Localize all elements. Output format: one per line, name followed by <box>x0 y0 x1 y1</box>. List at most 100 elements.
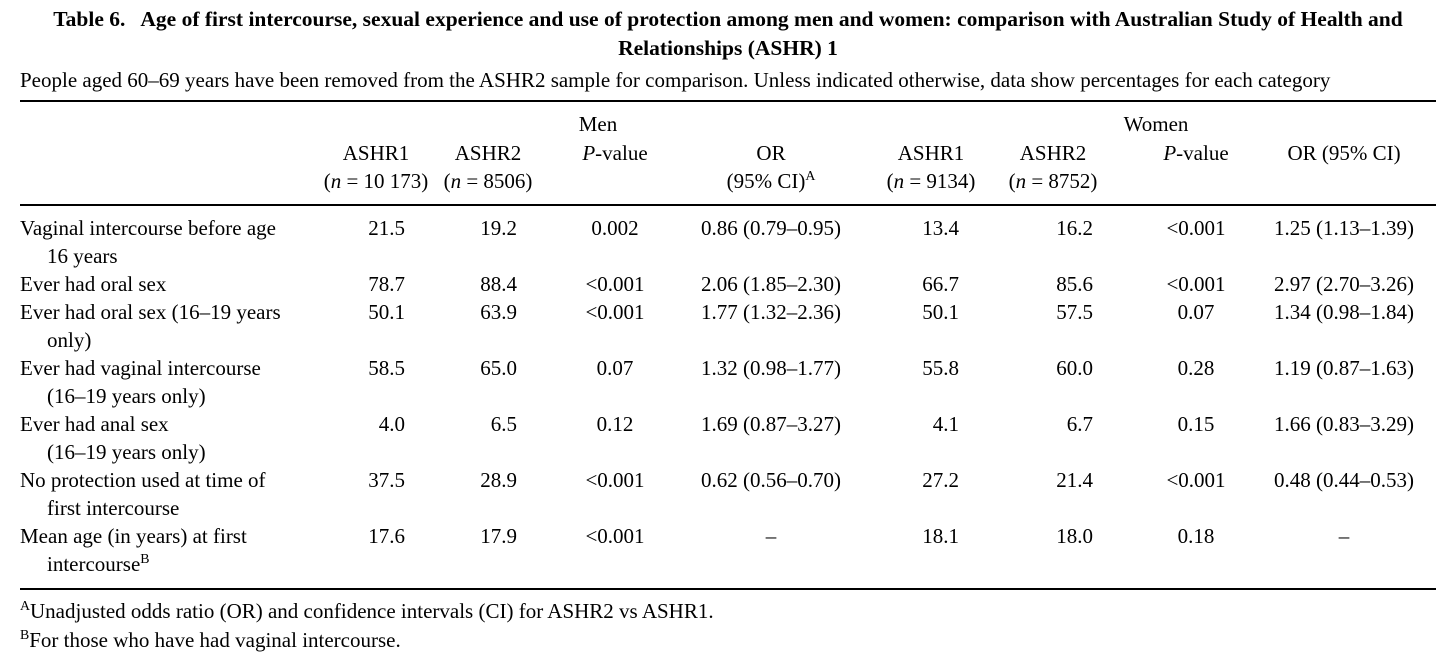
cell-men-pvalue: 0.12 <box>596 412 634 436</box>
cell-men-ashr1: 4.0 <box>378 412 405 436</box>
cell-women-ashr1: 50.1 <box>922 300 959 324</box>
cell-women-ashr2: 21.4 <box>1056 468 1093 492</box>
table-row: Mean age (in years) at first intercourseB… <box>20 522 1436 588</box>
cell-women-pvalue: 0.15 <box>1177 412 1215 436</box>
col-header-line1: ASHR2 <box>454 141 522 165</box>
data-table-wrapper: Men Women ASHR1 (n = 10 173) ASHR2 (n = … <box>20 100 1437 590</box>
col-header-line1: ASHR1 <box>897 141 965 165</box>
cell-women-ashr1: 55.8 <box>922 356 959 380</box>
cell-men-ashr1: 78.7 <box>368 272 405 296</box>
col-header-women-ashr1: ASHR1 (n = 9134) <box>876 139 986 205</box>
table-title-text: Age of first intercourse, sexual experie… <box>140 7 1403 60</box>
row-label: No protection used at time of first inter… <box>20 468 266 520</box>
col-header-line1: P-value <box>1163 141 1229 165</box>
label-column-header <box>20 139 320 205</box>
cell-men-ashr1: 58.5 <box>368 356 405 380</box>
cell-women-ashr1: 4.1 <box>932 412 959 436</box>
cell-women-ashr2: 16.2 <box>1056 216 1093 240</box>
col-header-men-pvalue: P-value <box>544 139 666 205</box>
col-header-men-or: OR (95% CI)A <box>666 139 876 205</box>
cell-women-ashr1: 66.7 <box>922 272 959 296</box>
column-header-row: ASHR1 (n = 10 173) ASHR2 (n = 8506) P-va… <box>20 139 1437 205</box>
cell-women-ashr2: 85.6 <box>1056 272 1093 296</box>
cell-women-ashr2: 6.7 <box>1066 412 1093 436</box>
cell-men-pvalue: <0.001 <box>585 300 645 324</box>
col-header-line1: ASHR2 <box>1019 141 1087 165</box>
cell-men-ashr2: 65.0 <box>480 356 517 380</box>
table-footnotes: AUnadjusted odds ratio (OR) and confiden… <box>20 597 1436 655</box>
cell-women-or: 0.48 (0.44–0.53) <box>1274 468 1415 492</box>
table-row: Ever had oral sex (16–19 years only) 50.1… <box>20 298 1436 354</box>
cell-men-pvalue: 0.07 <box>596 356 634 380</box>
cell-women-or: 1.25 (1.13–1.39) <box>1274 216 1415 240</box>
cell-women-or: 1.34 (0.98–1.84) <box>1274 300 1415 324</box>
col-header-line1: ASHR1 <box>342 141 410 165</box>
label-column-spacer <box>20 102 320 139</box>
cell-women-or: 1.19 (0.87–1.63) <box>1274 356 1415 380</box>
cell-women-ashr1: 27.2 <box>922 468 959 492</box>
cell-men-ashr1: 21.5 <box>368 216 405 240</box>
cell-women-pvalue: <0.001 <box>1166 272 1226 296</box>
data-table: Men Women ASHR1 (n = 10 173) ASHR2 (n = … <box>20 102 1437 588</box>
col-header-women-ashr2: ASHR2 (n = 8752) <box>986 139 1120 205</box>
cell-men-pvalue: <0.001 <box>585 468 645 492</box>
table-row: Ever had vaginal intercourse (16–19 years… <box>20 354 1436 410</box>
row-label: Ever had vaginal intercourse (16–19 years… <box>20 356 261 408</box>
table-header: Men Women ASHR1 (n = 10 173) ASHR2 (n = … <box>20 102 1437 205</box>
cell-men-ashr1: 17.6 <box>368 524 405 548</box>
table-number: Table 6. <box>53 7 126 31</box>
col-header-line1: P-value <box>582 141 648 165</box>
cell-women-ashr2: 60.0 <box>1056 356 1093 380</box>
cell-women-or: 2.97 (2.70–3.26) <box>1274 272 1415 296</box>
col-header-line2: (n = 8752) <box>1008 169 1098 193</box>
row-label: Mean age (in years) at first intercourseB <box>20 524 247 576</box>
cell-women-pvalue: <0.001 <box>1166 468 1226 492</box>
cell-women-pvalue: 0.18 <box>1177 524 1215 548</box>
group-header-men: Men <box>578 112 618 136</box>
col-header-men-ashr1: ASHR1 (n = 10 173) <box>320 139 432 205</box>
cell-men-ashr2: 6.5 <box>490 412 517 436</box>
cell-men-ashr1: 37.5 <box>368 468 405 492</box>
row-label: Ever had oral sex <box>20 272 167 296</box>
cell-men-or: 2.06 (1.85–2.30) <box>701 272 841 296</box>
col-header-line1: OR (95% CI) <box>1287 141 1401 165</box>
col-header-women-or: OR (95% CI) <box>1252 139 1436 205</box>
cell-men-ashr1: 50.1 <box>368 300 405 324</box>
table-body: Vaginal intercourse before age 16 years 2… <box>20 205 1436 588</box>
row-label: Ever had oral sex (16–19 years only) <box>20 300 281 352</box>
cell-men-ashr2: 19.2 <box>480 216 517 240</box>
col-header-line2: (n = 8506) <box>443 169 533 193</box>
cell-men-ashr2: 17.9 <box>480 524 517 548</box>
table-row: Ever had anal sex (16–19 years only) 4.0 … <box>20 410 1436 466</box>
cell-men-or: 1.77 (1.32–2.36) <box>701 300 841 324</box>
cell-men-ashr2: 88.4 <box>480 272 517 296</box>
cell-women-ashr2: 57.5 <box>1056 300 1093 324</box>
col-header-women-pvalue: P-value <box>1120 139 1252 205</box>
cell-men-ashr2: 28.9 <box>480 468 517 492</box>
footnote-a: AUnadjusted odds ratio (OR) and confiden… <box>20 598 714 623</box>
cell-men-or: 1.32 (0.98–1.77) <box>701 356 841 380</box>
col-header-men-ashr2: ASHR2 (n = 8506) <box>432 139 544 205</box>
cell-women-or: 1.66 (0.83–3.29) <box>1274 412 1415 436</box>
row-label: Ever had anal sex (16–19 years only) <box>20 412 206 464</box>
group-header-row: Men Women <box>20 102 1436 139</box>
row-label: Vaginal intercourse before age 16 years <box>20 216 276 268</box>
cell-men-ashr2: 63.9 <box>480 300 517 324</box>
col-header-line2: (95% CI)A <box>726 168 816 193</box>
table-row: Ever had oral sex 78.7 88.4 <0.001 2.06 … <box>20 270 1436 298</box>
cell-women-pvalue: 0.28 <box>1177 356 1215 380</box>
cell-women-pvalue: <0.001 <box>1166 216 1226 240</box>
cell-women-ashr2: 18.0 <box>1056 524 1093 548</box>
table-row: No protection used at time of first inter… <box>20 466 1436 522</box>
cell-women-ashr1: 18.1 <box>922 524 959 548</box>
col-header-line2: (n = 9134) <box>886 169 976 193</box>
cell-women-or: – <box>1338 524 1350 548</box>
col-header-line1: OR <box>756 141 786 165</box>
table-row: Vaginal intercourse before age 16 years 2… <box>20 205 1436 270</box>
cell-men-pvalue: <0.001 <box>585 272 645 296</box>
cell-men-or: 1.69 (0.87–3.27) <box>701 412 841 436</box>
col-header-line2: (n = 10 173) <box>323 169 429 193</box>
table-subtitle: People aged 60–69 years have been remove… <box>20 68 1331 92</box>
cell-men-or: – <box>765 524 777 548</box>
